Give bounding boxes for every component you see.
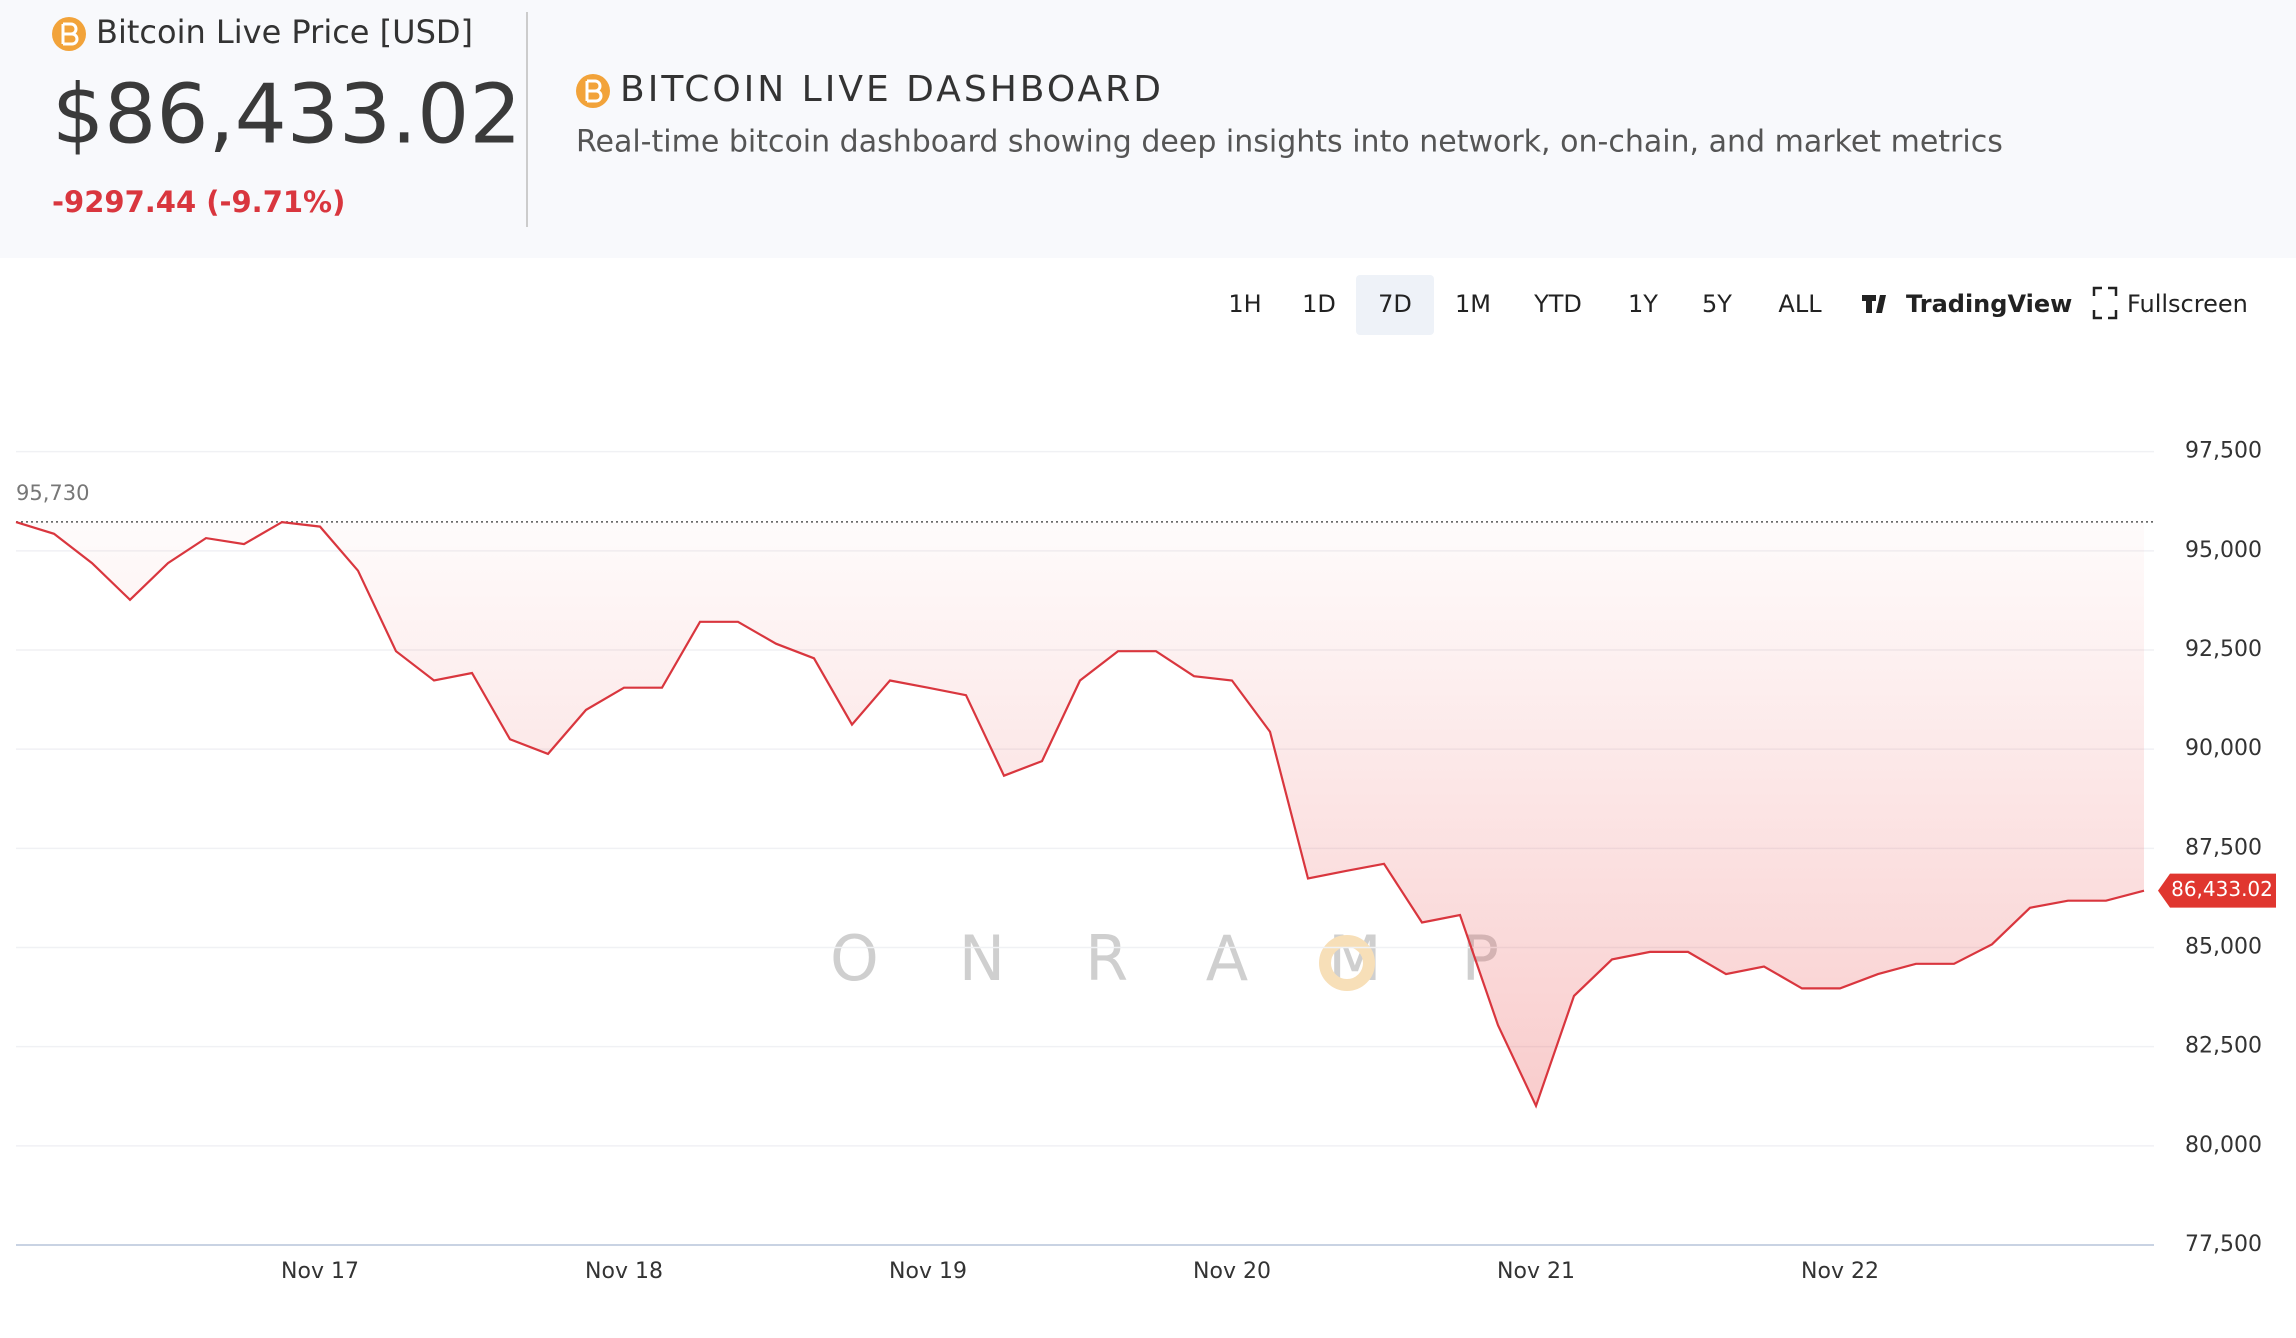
range-button[interactable]: 1M bbox=[1455, 290, 1491, 318]
y-tick-label: 85,000 bbox=[2185, 935, 2262, 960]
x-tick-label: Nov 20 bbox=[1193, 1259, 1271, 1284]
range-button[interactable]: ALL bbox=[1778, 290, 1822, 318]
tv-icon bbox=[1862, 295, 1886, 313]
range-button[interactable]: 7D bbox=[1378, 290, 1412, 318]
fullscreen-button[interactable]: Fullscreen bbox=[2127, 290, 2248, 318]
y-tick-label: 77,500 bbox=[2185, 1232, 2262, 1257]
reference-label: 95,730 bbox=[16, 481, 89, 505]
price-line bbox=[15, 520, 2145, 1109]
x-tick-label: Nov 21 bbox=[1497, 1259, 1575, 1284]
y-tick-label: 87,500 bbox=[2185, 835, 2262, 860]
price-tag bbox=[2158, 873, 2276, 908]
subtitle: Real-time bitcoin dashboard showing deep… bbox=[576, 125, 2003, 160]
x-tick-label: Nov 18 bbox=[585, 1259, 663, 1284]
y-tick-label: 82,500 bbox=[2185, 1034, 2262, 1059]
x-tick-label: Nov 19 bbox=[889, 1259, 967, 1284]
y-tick-label: 97,500 bbox=[2185, 439, 2262, 464]
price: $86,433.02 bbox=[52, 67, 522, 162]
watermark-logo bbox=[1319, 935, 1375, 991]
x-tick-label: Nov 22 bbox=[1801, 1259, 1879, 1284]
x-tick-label: Nov 17 bbox=[281, 1259, 359, 1284]
range-button[interactable]: 1Y bbox=[1628, 290, 1658, 318]
y-tick-label: 92,500 bbox=[2185, 637, 2262, 662]
y-tick-label: 90,000 bbox=[2185, 736, 2262, 761]
price-change: -9297.44 (-9.71%) bbox=[52, 185, 345, 219]
header-bg bbox=[0, 0, 2296, 258]
fullscreen-icon bbox=[2092, 286, 2118, 320]
range-button[interactable]: YTD bbox=[1533, 290, 1582, 318]
price-tag-label: 86,433.02 bbox=[2171, 877, 2273, 901]
y-tick-label: 95,000 bbox=[2185, 538, 2262, 563]
dashboard-title: BITCOIN LIVE DASHBOARD bbox=[620, 69, 1164, 110]
tradingview-button[interactable]: TradingView bbox=[1906, 290, 2072, 318]
btc-glyph bbox=[585, 79, 603, 103]
watermark: ONRAMP bbox=[830, 922, 1579, 995]
range-button[interactable]: 1D bbox=[1302, 290, 1336, 318]
area bbox=[16, 521, 2144, 1106]
range-button[interactable]: 1H bbox=[1228, 290, 1261, 318]
btc-glyph bbox=[61, 22, 79, 46]
y-tick-label: 80,000 bbox=[2185, 1133, 2262, 1158]
price-title: Bitcoin Live Price [USD] bbox=[96, 13, 473, 51]
range-button[interactable]: 5Y bbox=[1702, 290, 1732, 318]
selected-bg bbox=[1356, 275, 1434, 335]
